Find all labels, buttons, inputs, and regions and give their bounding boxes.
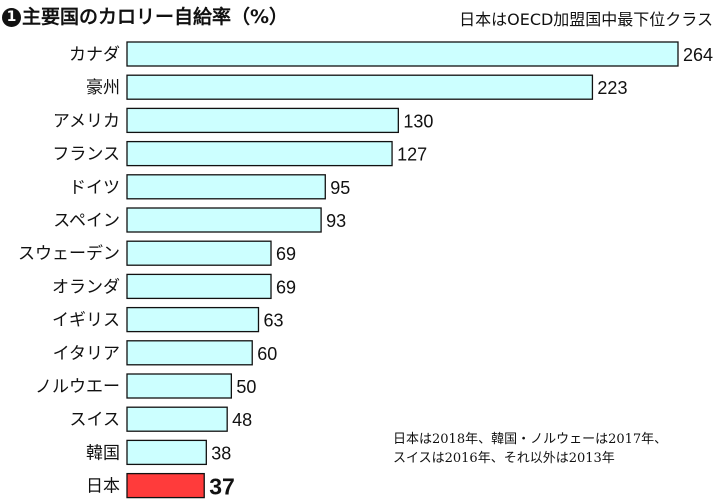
category-label-11: スイス [70, 410, 121, 430]
value-label-8: 63 [263, 311, 283, 331]
value-label-10: 50 [236, 377, 256, 397]
value-label-2: 130 [403, 111, 433, 131]
value-label-11: 48 [232, 410, 252, 430]
value-label-1: 223 [597, 78, 627, 98]
value-label-6: 69 [276, 244, 296, 264]
chart-subtitle: 日本はOECD加盟国中最下位クラス [459, 10, 713, 29]
category-label-13: 日本 [86, 477, 120, 497]
bar-3 [126, 140, 393, 167]
bar-2 [126, 107, 399, 134]
bar-0 [126, 41, 679, 67]
value-label-13: 37 [209, 474, 235, 500]
category-label-7: オランダ [52, 277, 120, 297]
value-label-9: 60 [257, 344, 277, 364]
category-label-12: 韓国 [86, 443, 120, 463]
chart-title: 1 主要国のカロリー自給率（%） [2, 2, 288, 29]
title-number-badge: 1 [2, 8, 21, 27]
category-label-2: アメリカ [53, 111, 120, 131]
bar-8 [126, 306, 260, 333]
footnote-line-2: スイスは2016年、それ以外は2013年 [393, 451, 615, 466]
chart-title-text: 主要国のカロリー自給率（%） [22, 6, 289, 28]
bar-4 [126, 174, 326, 200]
category-label-10: ノルウエー [35, 377, 120, 397]
bar-12 [126, 439, 207, 466]
category-label-0: カナダ [69, 45, 120, 65]
bar-10 [126, 373, 233, 399]
value-label-7: 69 [276, 277, 296, 297]
footnote: 日本は2018年、韓国・ノルウェーは2017年、 スイスは2016年、それ以外は… [393, 430, 667, 468]
category-label-6: スウェーデン [18, 243, 120, 264]
category-label-9: イタリア [53, 344, 120, 364]
category-label-1: 豪州 [86, 77, 120, 98]
bar-7 [126, 273, 272, 300]
bar-9 [126, 340, 253, 366]
value-label-12: 38 [211, 443, 231, 463]
value-label-3: 127 [397, 145, 427, 165]
bar-6 [126, 240, 272, 266]
value-label-4: 95 [330, 178, 350, 198]
bar-5 [126, 207, 322, 233]
value-label-0: 264 [683, 45, 713, 65]
category-label-5: スペイン [53, 211, 120, 231]
footnote-line-1: 日本は2018年、韓国・ノルウェーは2017年、 [393, 432, 668, 447]
bar-1 [126, 74, 594, 100]
bar-13 [126, 472, 205, 499]
bar-11 [126, 406, 228, 432]
category-label-8: イギリス [52, 311, 120, 331]
category-label-3: フランス [52, 145, 120, 165]
value-label-5: 93 [326, 211, 346, 231]
category-label-4: ドイツ [69, 178, 120, 198]
